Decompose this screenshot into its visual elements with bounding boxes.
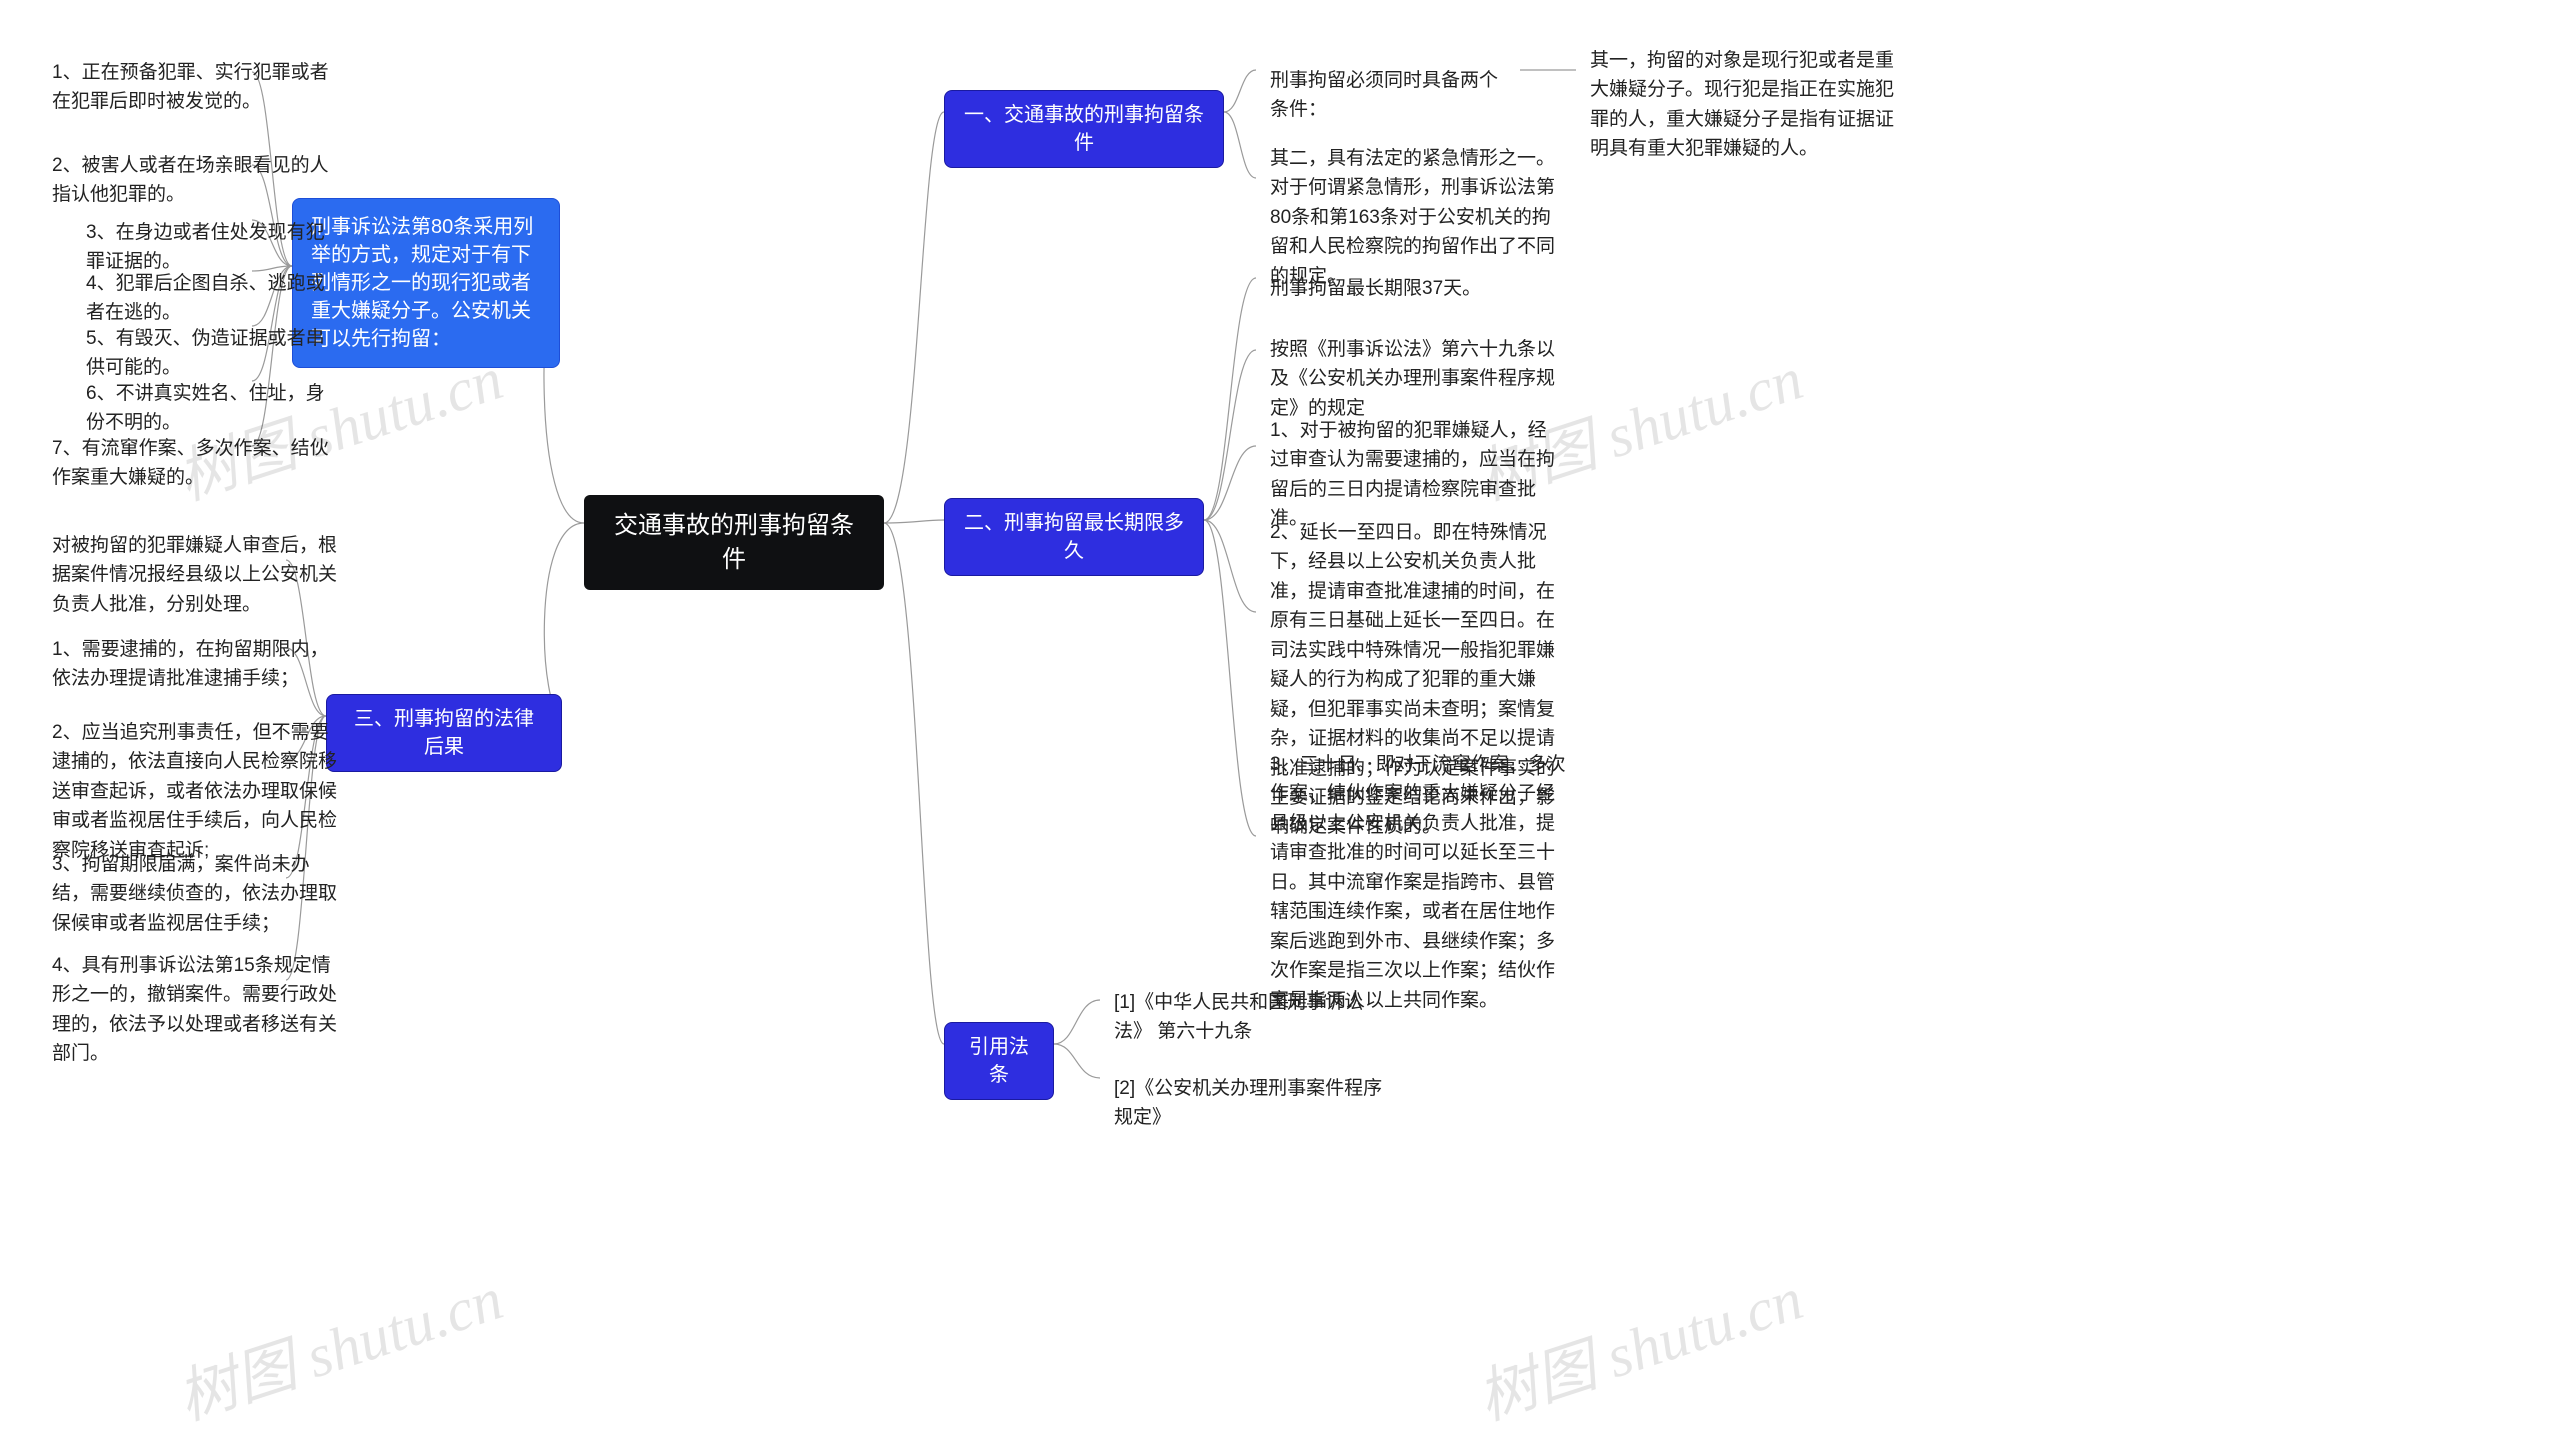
left-b2-item4: 4、具有刑事诉讼法第15条规定情形之一的，撤销案件。需要行政处理的，依法予以处理… — [38, 943, 353, 1077]
left-b1-item1: 1、正在预备犯罪、实行犯罪或者在犯罪后即时被发觉的。 — [38, 50, 353, 125]
right-b3-item2: [2]《公安机关办理刑事案件程序规定》 — [1100, 1066, 1410, 1141]
left-b2-item0: 对被拘留的犯罪嫌疑人审查后，根据案件情况报经县级以上公安机关负责人批准，分别处理… — [38, 523, 353, 627]
left-b2-item3: 3、拘留期限届满，案件尚未办结，需要继续侦查的，依法办理取保候审或者监视居住手续… — [38, 842, 353, 946]
left-b1-item7: 7、有流窜作案、多次作案、结伙作案重大嫌疑的。 — [38, 426, 353, 501]
right-branch-duration[interactable]: 二、刑事拘留最长期限多久 — [944, 498, 1204, 576]
right-branch-conditions[interactable]: 一、交通事故的刑事拘留条件 — [944, 90, 1224, 168]
left-b1-item2: 2、被害人或者在场亲眼看见的人指认他犯罪的。 — [38, 143, 353, 218]
watermark: 树图 shutu.cn — [1465, 1250, 1812, 1437]
left-branch-legal-consequence[interactable]: 三、刑事拘留的法律后果 — [326, 694, 562, 772]
watermark: 树图 shutu.cn — [165, 1250, 512, 1437]
right-b3-item1: [1]《中华人民共和国刑事诉讼法》 第六十九条 — [1100, 980, 1410, 1055]
right-branch-citation[interactable]: 引用法条 — [944, 1022, 1054, 1100]
right-b1-item1-sub: 其一，拘留的对象是现行犯或者是重大嫌疑分子。现行犯是指正在实施犯罪的人，重大嫌疑… — [1576, 38, 1911, 172]
right-b2-item1: 刑事拘留最长期限37天。 — [1256, 266, 1571, 311]
root-node[interactable]: 交通事故的刑事拘留条件 — [584, 495, 884, 590]
left-b2-item1: 1、需要逮捕的，在拘留期限内，依法办理提请批准逮捕手续； — [38, 627, 353, 702]
right-b1-item1: 刑事拘留必须同时具备两个条件： — [1256, 58, 1521, 133]
mindmap-canvas: 交通事故的刑事拘留条件 刑事诉讼法第80条采用列举的方式，规定对于有下列情形之一… — [0, 0, 2560, 1448]
